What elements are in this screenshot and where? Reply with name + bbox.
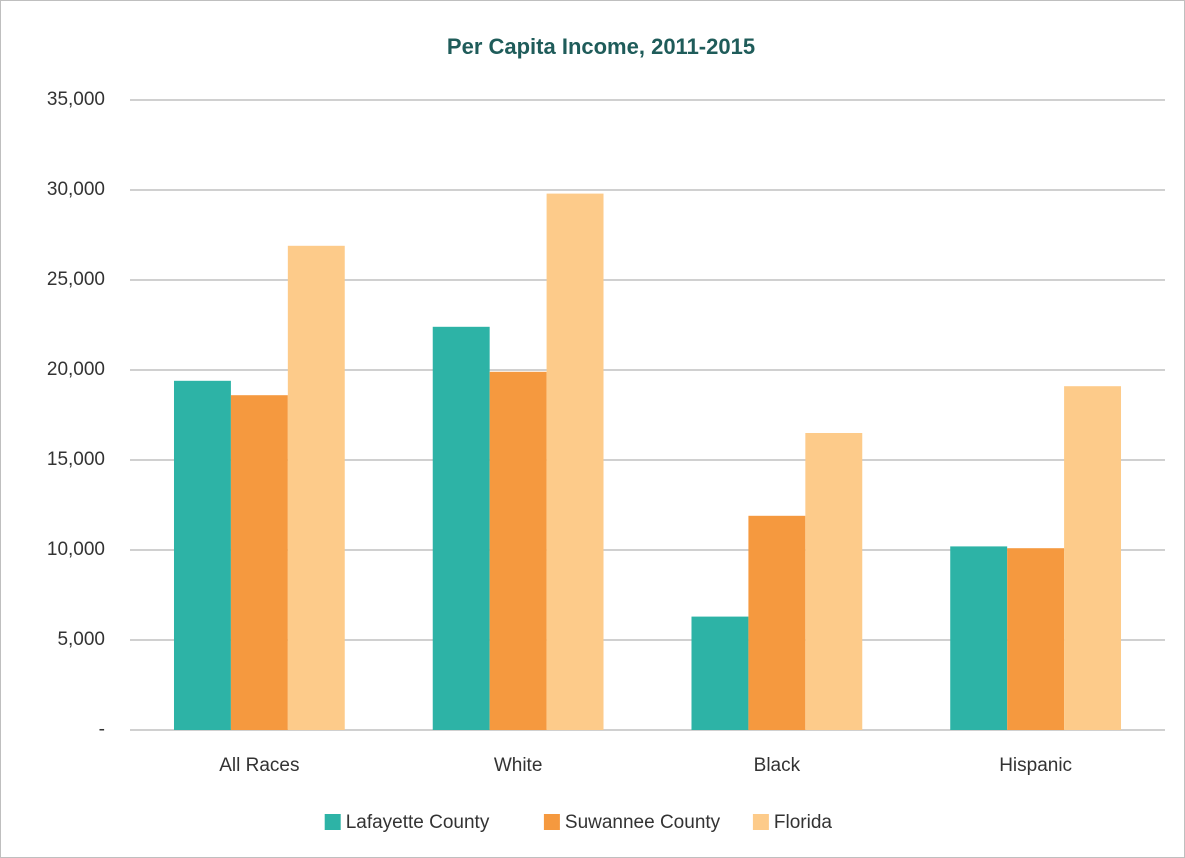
bar bbox=[1007, 548, 1065, 730]
y-tick-label: - bbox=[99, 719, 105, 740]
bar bbox=[805, 433, 863, 730]
y-tick-label: 5,000 bbox=[57, 629, 105, 650]
bar bbox=[432, 326, 490, 730]
bar bbox=[748, 515, 806, 730]
y-tick-label: 25,000 bbox=[47, 269, 105, 290]
x-tick-label: Hispanic bbox=[999, 755, 1072, 776]
y-tick-label: 20,000 bbox=[47, 359, 105, 380]
x-tick-label: Black bbox=[754, 755, 801, 776]
bar bbox=[489, 371, 547, 730]
legend-swatch bbox=[324, 814, 341, 830]
legend-swatch bbox=[543, 814, 560, 830]
bar bbox=[691, 616, 749, 730]
bar bbox=[1064, 386, 1122, 730]
y-tick-label: 30,000 bbox=[47, 179, 105, 200]
chart-title: Per Capita Income, 2011-2015 bbox=[447, 34, 755, 59]
legend-swatch bbox=[752, 814, 769, 830]
bar bbox=[287, 245, 345, 731]
legend-label: Suwannee County bbox=[565, 812, 721, 833]
bar bbox=[546, 193, 604, 731]
y-tick-label: 10,000 bbox=[47, 539, 105, 560]
legend-label: Lafayette County bbox=[346, 812, 490, 833]
legend-label: Florida bbox=[774, 812, 833, 833]
x-tick-label: All Races bbox=[219, 755, 299, 776]
bar bbox=[950, 546, 1008, 730]
y-tick-label: 35,000 bbox=[47, 89, 105, 110]
bar bbox=[173, 380, 231, 730]
bar bbox=[230, 395, 288, 730]
y-tick-label: 15,000 bbox=[47, 449, 105, 470]
x-tick-label: White bbox=[494, 755, 543, 776]
